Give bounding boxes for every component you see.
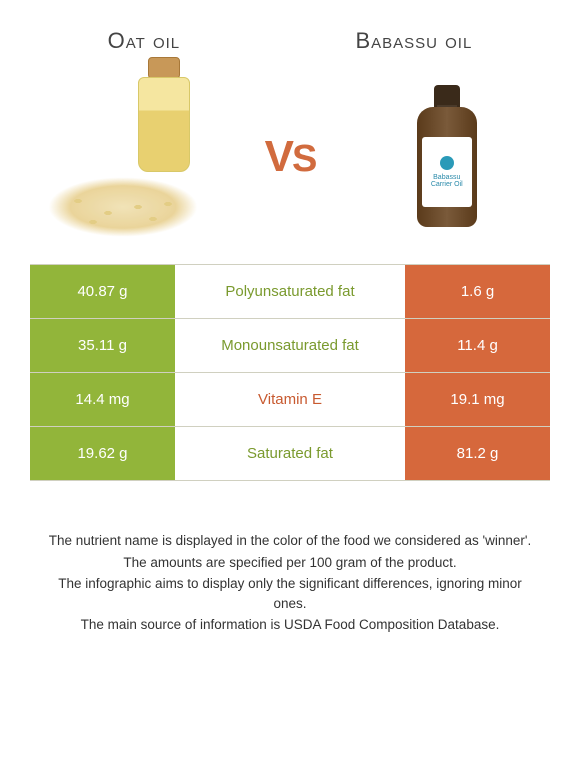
vs-badge: VS [265,132,316,182]
footnote-line: The infographic aims to display only the… [40,574,540,613]
right-value: 19.1 mg [405,373,550,426]
right-value: 11.4 g [405,319,550,372]
nutrient-name: Monounsaturated fat [175,319,405,372]
brand-logo-icon [440,156,454,170]
table-row: 40.87 gPolyunsaturated fat1.6 g [30,265,550,319]
footnote-line: The amounts are specified per 100 gram o… [40,553,540,573]
left-food-title: Oat oil [108,28,180,54]
nutrient-name: Polyunsaturated fat [175,265,405,318]
footnote-line: The nutrient name is displayed in the co… [40,531,540,551]
oat-oil-image [58,77,208,237]
table-row: 35.11 gMonounsaturated fat11.4 g [30,319,550,373]
right-value: 1.6 g [405,265,550,318]
left-value: 40.87 g [30,265,175,318]
oil-bottle-icon [138,77,190,172]
header: Oat oil Babassu oil [0,0,580,64]
table-row: 19.62 gSaturated fat81.2 g [30,427,550,481]
bottle-label-line2: Carrier Oil [431,181,463,188]
bottle-label: Babassu Carrier Oil [422,137,472,207]
left-value: 14.4 mg [30,373,175,426]
babassu-oil-image: Babassu Carrier Oil [372,77,522,237]
right-food-title: Babassu oil [355,28,472,54]
cork-icon [148,57,180,79]
table-row: 14.4 mgVitamin E19.1 mg [30,373,550,427]
right-value: 81.2 g [405,427,550,480]
footnote-line: The main source of information is USDA F… [40,615,540,635]
bottle-label-line1: Babassu [433,174,460,181]
left-value: 19.62 g [30,427,175,480]
footnotes: The nutrient name is displayed in the co… [0,481,580,635]
nutrient-name: Vitamin E [175,373,405,426]
comparison-table: 40.87 gPolyunsaturated fat1.6 g35.11 gMo… [30,264,550,481]
nutrient-name: Saturated fat [175,427,405,480]
left-value: 35.11 g [30,319,175,372]
oats-pile-icon [48,177,198,237]
images-row: VS Babassu Carrier Oil [0,64,580,264]
